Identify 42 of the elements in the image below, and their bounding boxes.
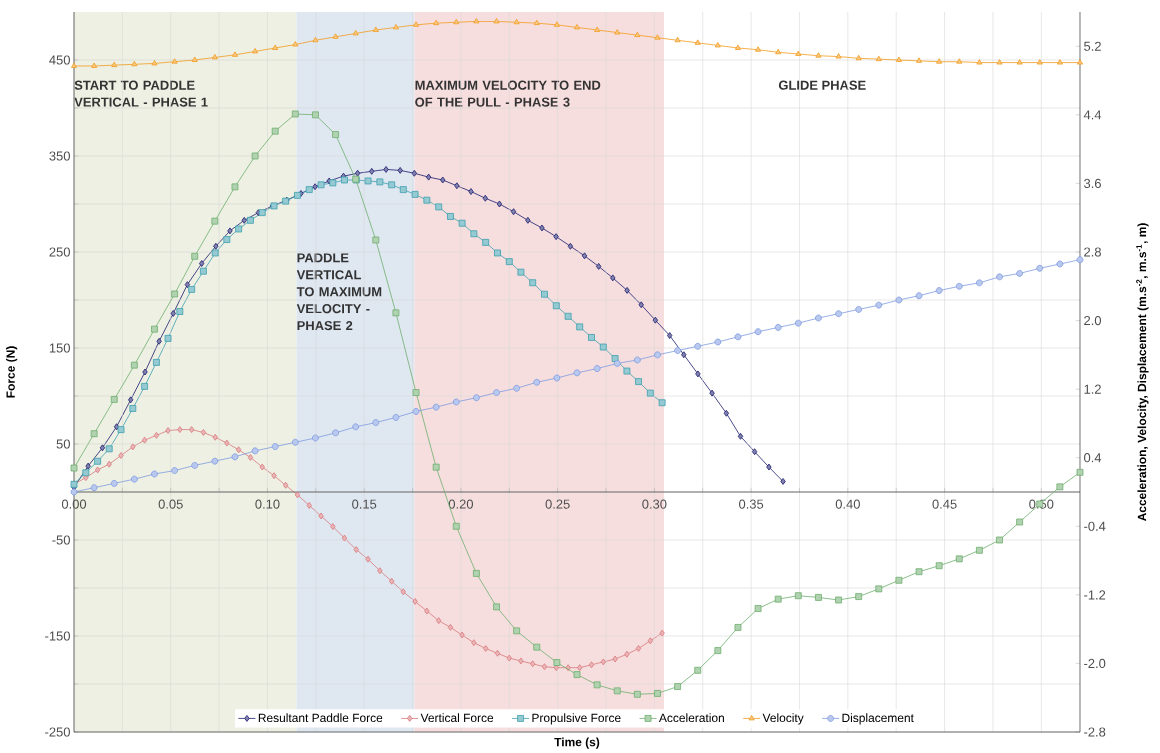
legend-label: Propulsive Force xyxy=(532,713,621,725)
legend-label: Displacement xyxy=(842,713,914,725)
band-label: PADDLE VERTICAL TO MAXIMUM VELOCITY - PHASE 2 xyxy=(296,253,382,331)
x-tick-label: 0.10 xyxy=(255,499,280,509)
y-tick-label: 50 xyxy=(56,439,70,449)
y2-axis-title: Acceleration, Velocity, Displacement (m.s$^{-2}$, m.s$^{-1}$, m) xyxy=(1136,223,1149,522)
y2-tick-label: 4.4 xyxy=(1083,110,1102,120)
x-tick-label: 0.20 xyxy=(448,499,474,509)
x-tick-label: 0.00 xyxy=(61,499,87,509)
x-tick-label: 0.05 xyxy=(158,499,183,509)
y2-tick-label: -2.0 xyxy=(1084,658,1106,669)
x-tick-label: 0.25 xyxy=(545,499,570,509)
y2-tick-label: 2.0 xyxy=(1084,315,1102,326)
y-tick-label: 450 xyxy=(49,55,70,65)
legend-label: Acceleration xyxy=(658,713,724,723)
y2-tick-label: -2.8 xyxy=(1084,727,1106,737)
y2-tick-label: 5.2 xyxy=(1084,41,1101,51)
legend-label: Velocity xyxy=(762,713,804,725)
y-tick-label: -150 xyxy=(45,631,70,641)
y2-tick-label: 0.4 xyxy=(1084,453,1102,463)
annotation: GLIDE PHASE xyxy=(778,80,866,90)
y2-tick-label: 1.2 xyxy=(1084,384,1101,394)
band-label: START TO PADDLE VERTICAL - PHASE 1 xyxy=(74,80,208,107)
y2-tick-label: 2.8 xyxy=(1084,247,1101,257)
band-label: MAXIMUM VELOCITY TO END OF THE PULL - PHASE 3 xyxy=(415,80,601,107)
y-tick-label: -50 xyxy=(52,535,70,545)
x-tick-label: 0.35 xyxy=(739,499,764,509)
y2-tick-label: -1.2 xyxy=(1084,590,1106,600)
legend-label: Vertical Force xyxy=(420,713,494,723)
x-tick-label: 0.15 xyxy=(352,499,377,509)
legend-label: Resultant Paddle Force xyxy=(258,713,383,723)
y-axis-title: Force (N) xyxy=(6,346,18,398)
y-tick-label: 350 xyxy=(49,151,70,161)
x-tick-label: 0.40 xyxy=(835,499,860,509)
y-tick-label: 150 xyxy=(49,343,70,353)
x-axis-title: Time (s) xyxy=(554,737,600,749)
y-tick-label: 250 xyxy=(49,247,70,257)
y-tick-label: -250 xyxy=(45,727,70,737)
y2-tick-label: -0.4 xyxy=(1084,521,1106,531)
x-tick-label: 0.45 xyxy=(932,499,957,509)
x-tick-label: 0.30 xyxy=(642,499,667,509)
y2-tick-label: 3.6 xyxy=(1084,178,1101,189)
